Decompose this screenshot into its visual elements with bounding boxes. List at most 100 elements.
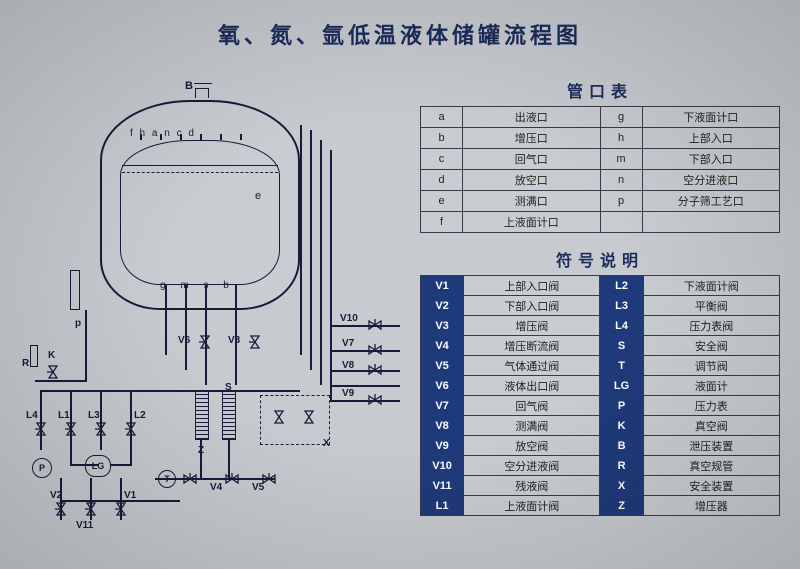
ports-bottom-labels: g m s b [160,280,235,291]
table-cell: 测满口 [463,191,601,212]
table-cell: V9 [421,436,464,456]
table-cell: p [600,191,642,212]
relief-device-icon [195,88,209,98]
valve-icon [368,343,382,357]
table-cell: V10 [421,456,464,476]
table-row: e测满口p分子筛工艺口 [421,191,780,212]
table-cell: f [421,212,463,233]
table-cell: V2 [421,296,464,316]
table-cell: g [600,107,642,128]
table-cell: 回气口 [463,149,601,170]
valve-icon [124,422,138,436]
label-S: S [225,382,232,393]
pipe [330,150,332,400]
pipe [35,380,85,382]
table-row: V3增压阀L4压力表阀 [421,316,780,336]
pipe [110,464,132,466]
table-cell: 真空阀 [643,416,779,436]
table-cell: h [600,128,642,149]
pipe [160,134,162,140]
table-cell: 增压口 [463,128,601,149]
table-cell: 安全阀 [643,336,779,356]
valve-icon [368,393,382,407]
label-V6: V6 [178,335,190,346]
flow-diagram: B f h a n c d e g m s b p V10 V7 V8 V9 V… [30,70,410,550]
table-cell: S [600,336,643,356]
label-V9: V9 [342,388,354,399]
label-V3: V3 [228,335,240,346]
table-cell: B [600,436,643,456]
table-cell: e [421,191,463,212]
pipe [300,125,302,355]
table-cell: T [600,356,643,376]
table-cell: K [600,416,643,436]
sight-glass-icon [70,270,80,310]
table-row: a出液口g下液面计口 [421,107,780,128]
pipe [70,464,98,466]
table-row: V2下部入口阀L3平衡阀 [421,296,780,316]
tank-liquid [122,165,278,283]
pipe [70,450,72,464]
valve-icon [34,422,48,436]
gauge-icon [30,345,38,367]
table-cell: V8 [421,416,464,436]
table-cell: 出液口 [463,107,601,128]
valve-icon [64,422,78,436]
pipe [100,390,102,450]
table-cell: 真空规管 [643,456,779,476]
table-cell: L4 [600,316,643,336]
table-row: V8测满阀K真空阀 [421,416,780,436]
valve-icon [262,472,276,486]
table-cell: 放空阀 [464,436,600,456]
pipe [220,134,222,140]
table-row: V6液体出口阀LG液面计 [421,376,780,396]
table-cell: 增压断流阀 [464,336,600,356]
table-cell: V4 [421,336,464,356]
table-cell: R [600,456,643,476]
level-gauge-icon: LG [85,455,111,477]
table-row: d放空口n空分进液口 [421,170,780,191]
pipe [165,285,167,355]
table-cell: b [421,128,463,149]
table-cell [600,212,642,233]
ports-table-title: 管口表 [420,78,780,102]
table-row: V7回气阀P压力表 [421,396,780,416]
table-row: f上液面计口 [421,212,780,233]
pressure-gauge-icon: P [32,458,52,478]
label-V11: V11 [76,520,93,531]
table-row: V9放空阀B泄压装置 [421,436,780,456]
safety-device-group [260,395,330,445]
pipe [330,370,400,372]
table-cell: 残液阀 [464,476,600,496]
valve-icon [54,502,68,516]
pipe [200,134,202,140]
pipe [330,325,400,327]
table-cell: 安全装置 [643,476,779,496]
table-cell: V3 [421,316,464,336]
table-cell: 空分进液口 [642,170,780,191]
table-row: b增压口h上部入口 [421,128,780,149]
table-cell: L3 [600,296,643,316]
pipe [240,134,242,140]
table-cell: c [421,149,463,170]
label-B: B [185,80,193,92]
table-cell: 下液面计口 [642,107,780,128]
port-p-label: p [75,318,81,329]
pipe [140,134,142,140]
table-cell: 调节阀 [643,356,779,376]
valve-icon [248,335,262,349]
table-cell: 泄压装置 [643,436,779,456]
label-V4: V4 [210,482,222,493]
label-L4: L4 [26,410,38,421]
table-cell: 增压阀 [464,316,600,336]
pipe [40,390,300,392]
label-X: X [323,438,330,449]
table-cell: 压力表 [643,396,779,416]
label-V2: V2 [50,490,62,501]
table-cell: 平衡阀 [643,296,779,316]
table-cell: 分子筛工艺口 [642,191,780,212]
valve-icon [272,410,286,424]
valve-icon [198,335,212,349]
table-cell: 下部入口 [642,149,780,170]
pipe [180,134,182,140]
